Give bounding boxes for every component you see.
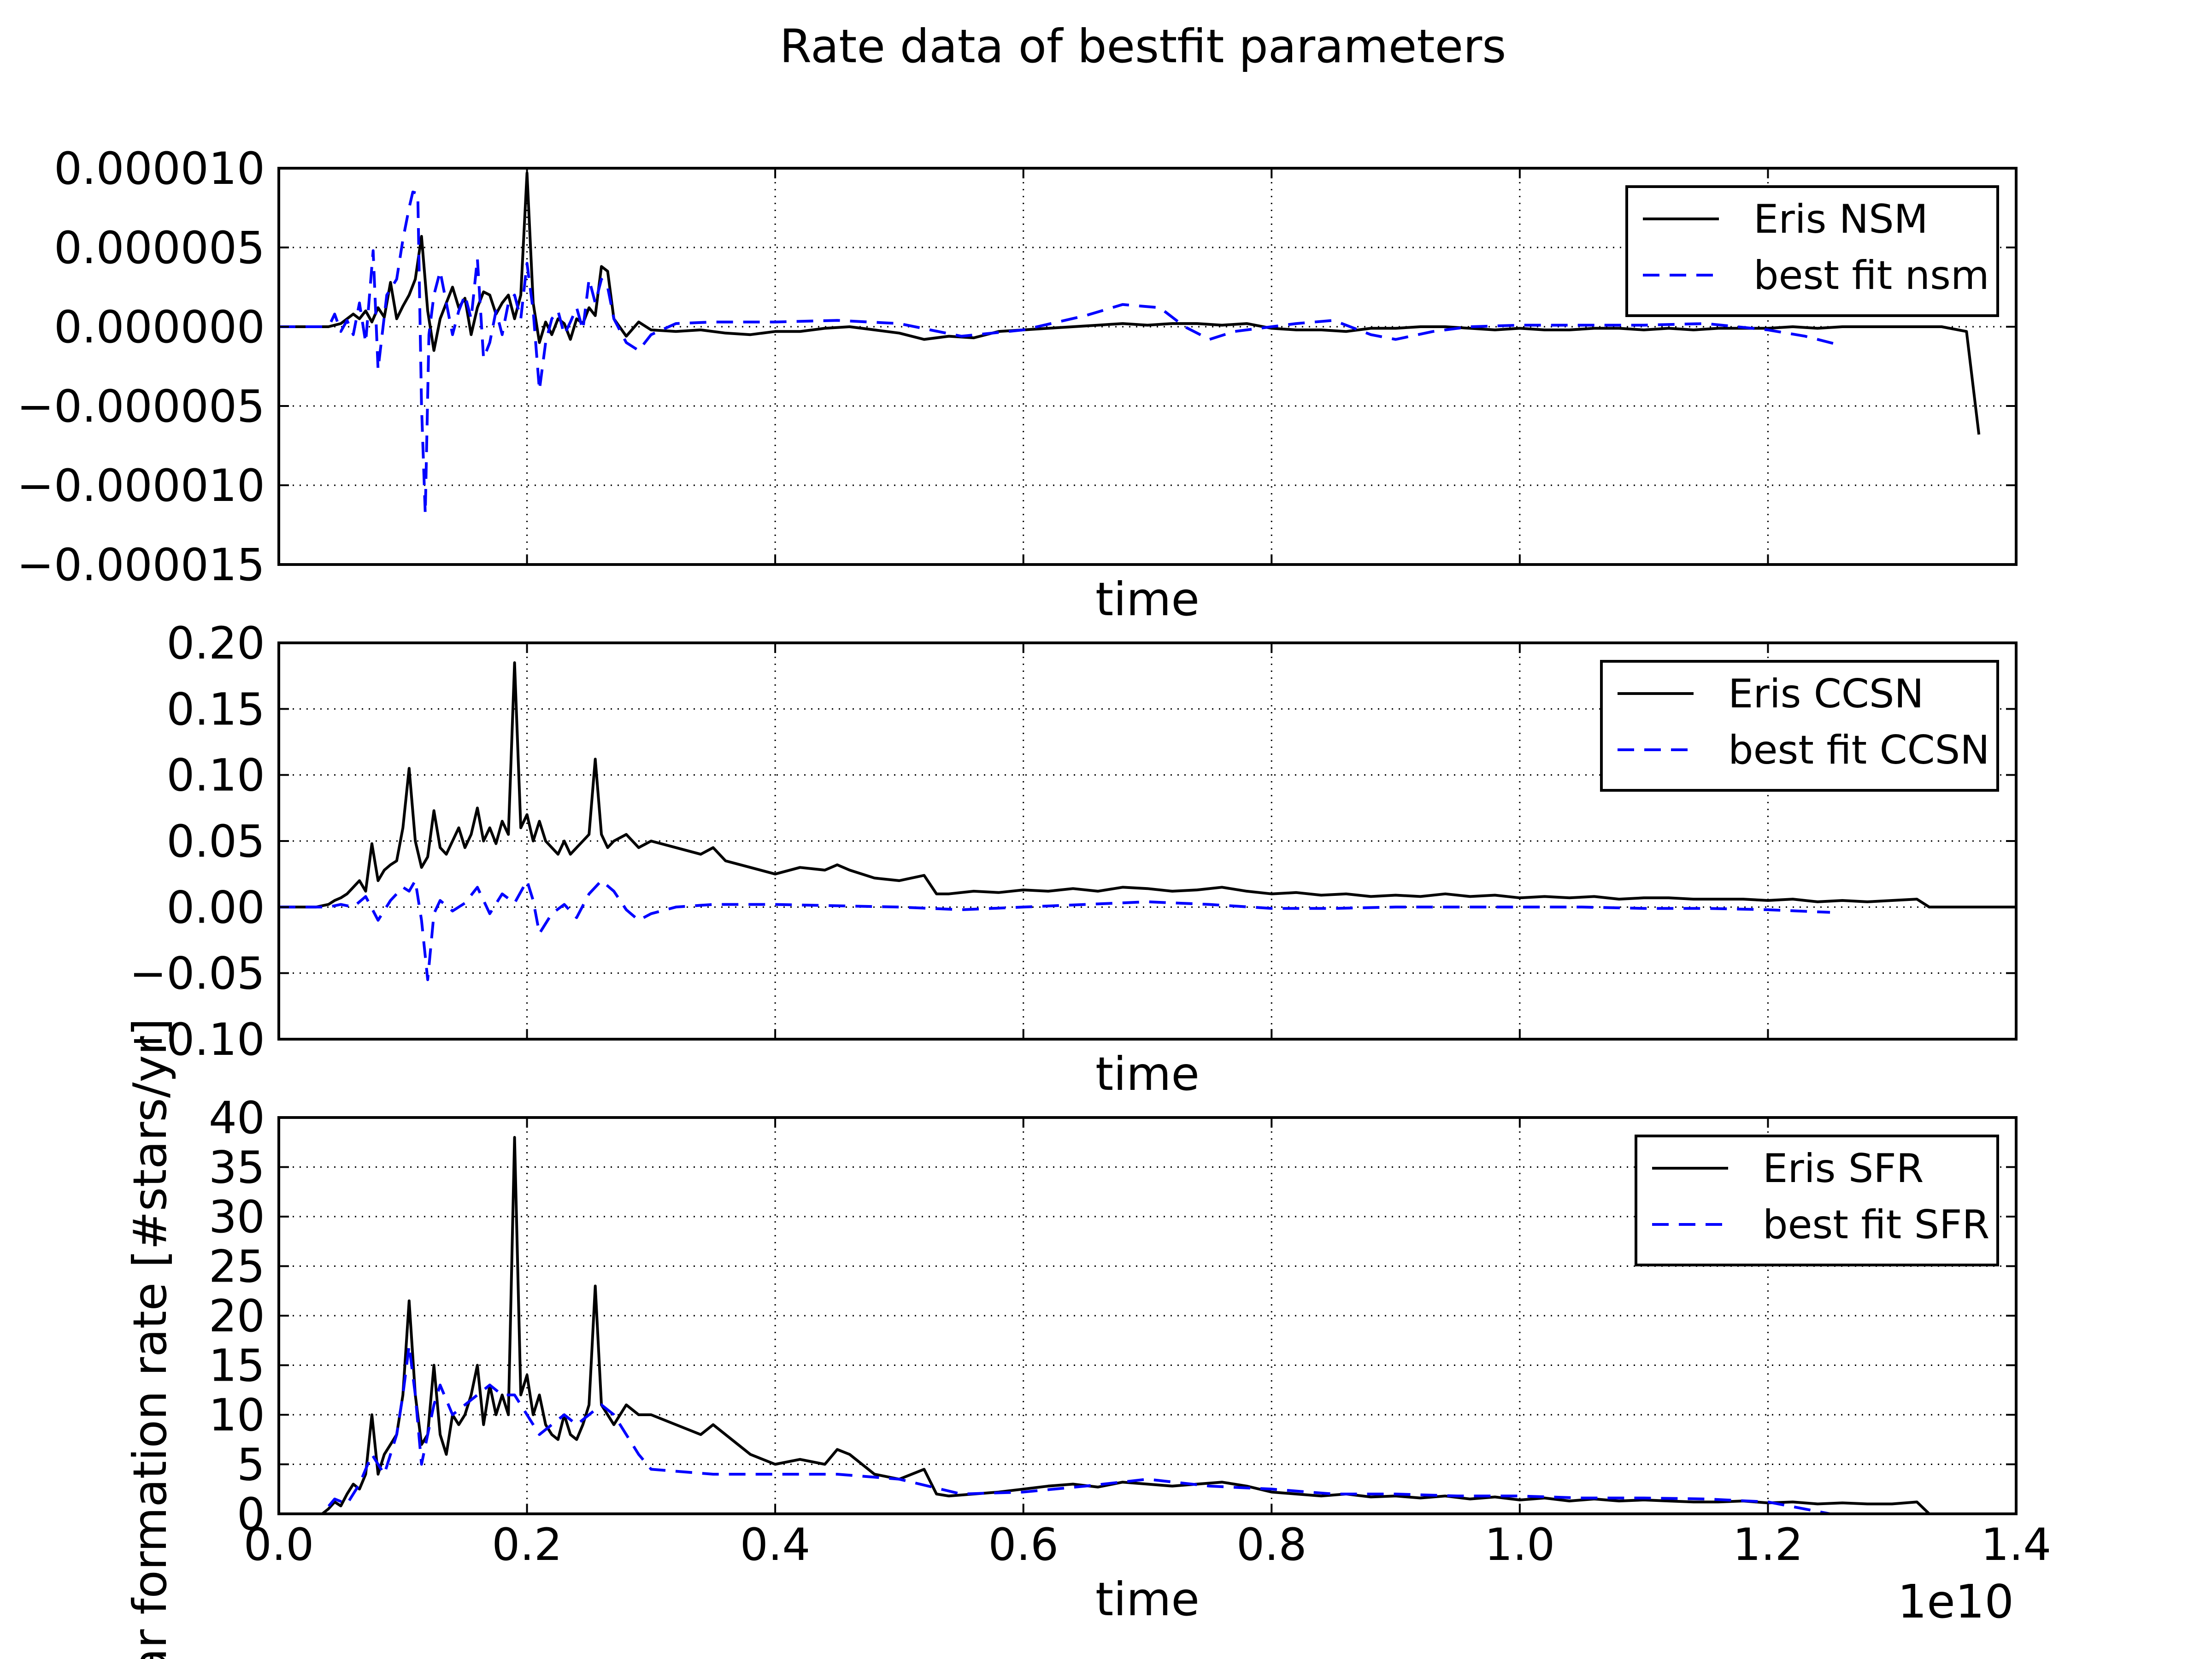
y-tick-label: 0.20 <box>166 618 265 669</box>
y-axis-label: Star formation rate [#stars/yr] <box>123 1018 177 1659</box>
legend-label: Eris SFR <box>1763 1146 1924 1192</box>
x-axis-label: time <box>1095 572 1200 626</box>
y-tick-label: 30 <box>209 1191 265 1243</box>
series-line-best-fit-nsm <box>279 190 1843 515</box>
subplot-nsm: −0.000015 −0.000010 −0.000005 0.000000 0.000… <box>17 143 2018 626</box>
legend-label: best fit SFR <box>1763 1202 1989 1248</box>
legend-frame <box>1600 660 1999 792</box>
legend-label: best fit CCSN <box>1728 727 1990 773</box>
series-line-best-fit-ccsn <box>279 879 1830 981</box>
series-group <box>279 1136 1930 1514</box>
y-tick-label: 0.000000 <box>54 301 265 353</box>
y-tick-label: 25 <box>209 1241 265 1293</box>
subplot-ccsn: −0.10 −0.05 0.00 0.05 0.10 0.15 0.20 time Eris C… <box>129 618 2018 1101</box>
y-tick-label: 0.10 <box>166 750 265 801</box>
x-offset-label: 1e10 <box>1898 1575 2014 1629</box>
x-tick-label: 0.8 <box>1236 1519 1307 1571</box>
y-tick-label: 20 <box>209 1290 265 1342</box>
y-tick-label: −0.000005 <box>17 381 265 432</box>
x-tick-label: 0.6 <box>988 1519 1059 1571</box>
x-tick-label: 0.4 <box>740 1519 811 1571</box>
y-tick-label: 35 <box>209 1142 265 1194</box>
y-tick-label: −0.05 <box>129 948 265 1000</box>
subplot-sfr: 0.0 0.2 0.4 0.6 0.8 1.0 1.2 1.4 0510152025303540… <box>123 1018 2051 1659</box>
y-tick-label: 0 <box>237 1488 265 1540</box>
y-tick-label: 0.00 <box>166 882 265 933</box>
series-line-eris-ccsn <box>279 661 2016 909</box>
legend-label: Eris NSM <box>1753 196 1928 242</box>
y-tick-label: 0.15 <box>166 683 265 735</box>
x-tick-label: 0.2 <box>492 1519 562 1571</box>
x-tick-label: 1.2 <box>1733 1519 1803 1571</box>
series-group <box>279 171 1981 515</box>
legend-label: best fit nsm <box>1753 253 1989 299</box>
x-axis-label: time <box>1095 1572 1200 1626</box>
axes-frame <box>277 167 2018 566</box>
y-tick-label: 5 <box>237 1439 265 1491</box>
y-tick-label: −0.000010 <box>17 460 265 512</box>
legend: Eris NSM best fit nsm <box>1625 185 1999 317</box>
legend-label: Eris CCSN <box>1728 671 1924 717</box>
y-tick-label: −0.10 <box>129 1014 265 1065</box>
series-line-eris-nsm <box>279 171 1981 435</box>
x-axis-label: time <box>1095 1047 1200 1101</box>
y-tick-label: 40 <box>209 1092 265 1144</box>
figure-title: Rate data of bestfit parameters <box>780 19 1506 73</box>
x-tick-label: 1.0 <box>1485 1519 1555 1571</box>
x-tick-label: 1.4 <box>1981 1519 2052 1571</box>
y-tick-label: 10 <box>209 1389 265 1441</box>
series-line-best-fit-sfr <box>279 1344 1830 1514</box>
y-tick-label: 0.05 <box>166 816 265 867</box>
legend-frame <box>1635 1135 1999 1266</box>
y-tick-label: −0.000015 <box>17 539 265 591</box>
series-group <box>279 661 2016 981</box>
y-tick-label: 0.000010 <box>54 143 265 194</box>
legend: Eris SFR best fit SFR <box>1635 1135 1999 1266</box>
legend: Eris CCSN best fit CCSN <box>1600 660 1999 792</box>
legend-frame <box>1625 185 1999 317</box>
y-tick-label: 0.000005 <box>54 222 265 274</box>
y-tick-label: 15 <box>209 1340 265 1392</box>
x-tick-label: 0.0 <box>244 1519 314 1571</box>
